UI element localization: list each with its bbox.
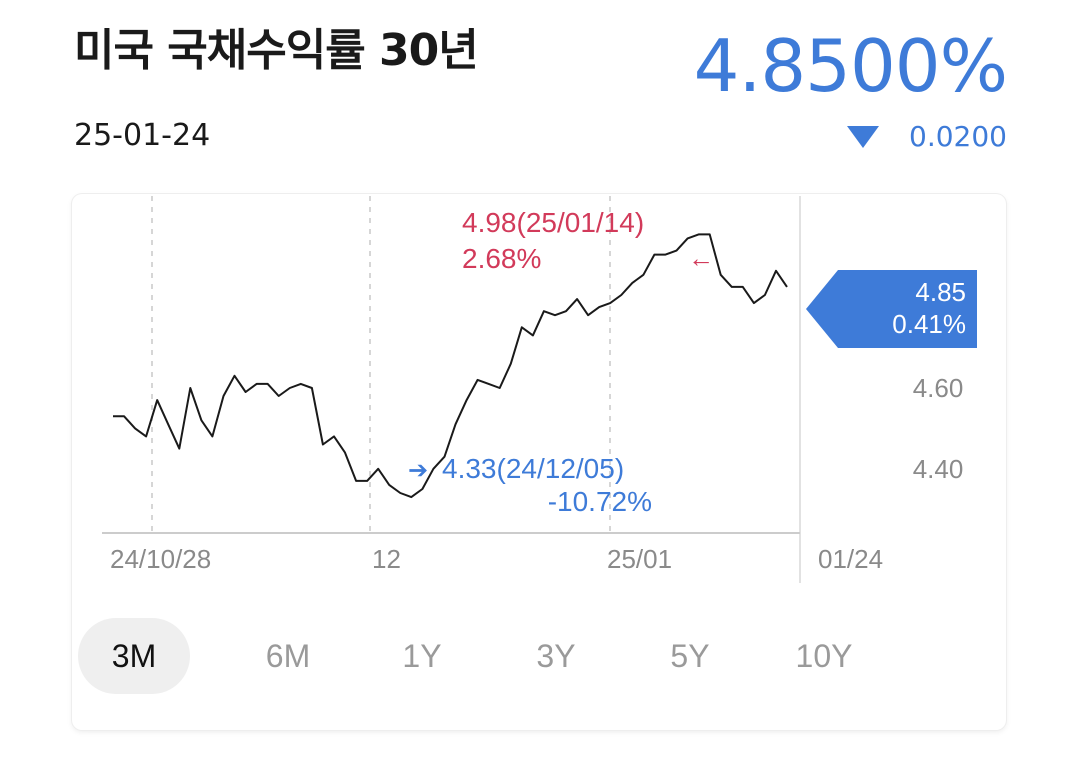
range-3m-button[interactable]: 3M (78, 618, 190, 694)
y-tick-label: 4.40 (913, 454, 964, 484)
change-value: 0.0200 (909, 120, 1007, 153)
x-tick-label: 25/01 (607, 544, 672, 574)
change-indicator: 0.0200 (847, 120, 1007, 153)
page-title: 미국 국채수익률 30년 (74, 25, 479, 76)
range-10y-button[interactable]: 10Y (795, 637, 853, 674)
low-arrow-icon: ➔ (408, 457, 428, 484)
range-6m-button[interactable]: 6M (265, 637, 311, 674)
date-label: 25-01-24 (74, 118, 211, 153)
high-annotation-pct: 2.68% (462, 243, 541, 274)
y-tick-label: 4.60 (913, 373, 964, 403)
current-yield: 4.8500% (693, 24, 1008, 108)
high-annotation-value: 4.98(25/01/14) (462, 207, 644, 238)
low-annotation-pct: -10.72% (548, 486, 652, 517)
current-pct-label: 0.41% (892, 309, 966, 339)
range-5y-button[interactable]: 5Y (670, 637, 710, 674)
x-tick-label: 12 (372, 544, 401, 574)
down-triangle-icon (847, 125, 880, 148)
current-value-tag (806, 270, 977, 348)
x-tick-label: 24/10/28 (110, 544, 211, 574)
low-annotation-value: 4.33(24/12/05) (442, 453, 624, 484)
range-selector: 3M 6M 1Y 3Y 5Y 10Y (78, 618, 938, 694)
current-value-label: 4.85 (915, 277, 966, 307)
series-line (113, 233, 788, 499)
range-3y-button[interactable]: 3Y (536, 637, 576, 674)
range-1y-button[interactable]: 1Y (402, 637, 442, 674)
high-arrow-icon: ← (688, 243, 714, 273)
x-tick-label: 01/24 (818, 544, 883, 574)
